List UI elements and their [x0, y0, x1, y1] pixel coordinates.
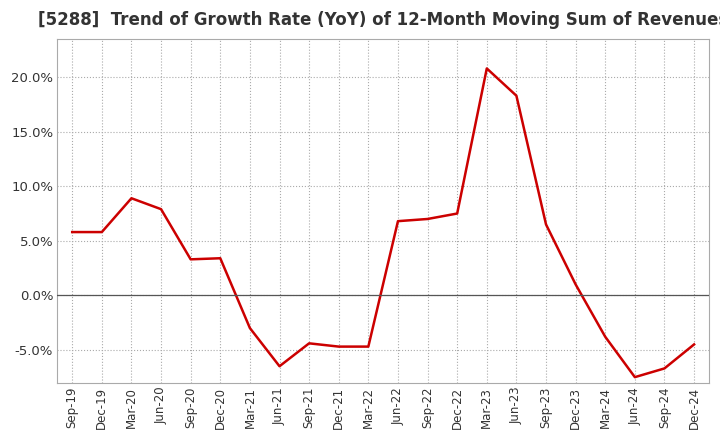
Title: [5288]  Trend of Growth Rate (YoY) of 12-Month Moving Sum of Revenues: [5288] Trend of Growth Rate (YoY) of 12-…: [38, 11, 720, 29]
